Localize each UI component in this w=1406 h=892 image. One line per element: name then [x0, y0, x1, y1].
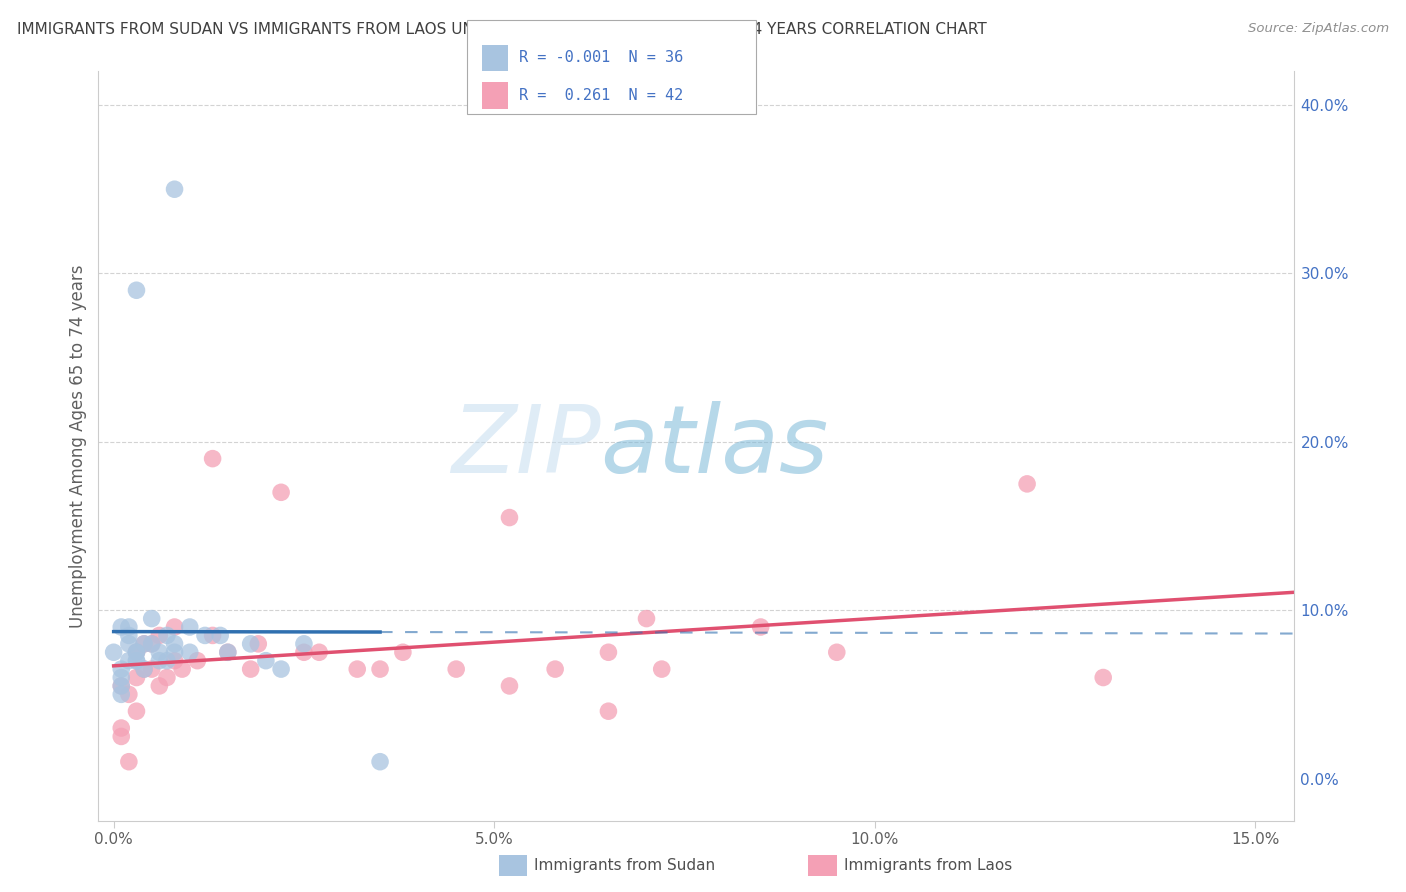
- Point: [392, 645, 415, 659]
- Text: Immigrants from Laos: Immigrants from Laos: [844, 858, 1012, 872]
- Point: [148, 654, 170, 668]
- Point: [156, 671, 179, 685]
- Point: [201, 628, 224, 642]
- Point: [254, 654, 277, 668]
- Point: [118, 654, 141, 668]
- Point: [125, 671, 148, 685]
- Point: [110, 620, 132, 634]
- Point: [132, 637, 155, 651]
- Point: [141, 637, 163, 651]
- Point: [132, 637, 155, 651]
- Point: [270, 485, 292, 500]
- Text: R =  0.261  N = 42: R = 0.261 N = 42: [519, 88, 683, 103]
- Point: [125, 704, 148, 718]
- Point: [217, 645, 239, 659]
- Point: [110, 721, 132, 735]
- Point: [103, 645, 125, 659]
- Text: IMMIGRANTS FROM SUDAN VS IMMIGRANTS FROM LAOS UNEMPLOYMENT AMONG AGES 65 TO 74 Y: IMMIGRANTS FROM SUDAN VS IMMIGRANTS FROM…: [17, 22, 987, 37]
- Point: [498, 679, 520, 693]
- Point: [179, 620, 201, 634]
- Point: [217, 645, 239, 659]
- Point: [118, 755, 141, 769]
- Text: atlas: atlas: [600, 401, 828, 491]
- Point: [1092, 671, 1115, 685]
- Point: [598, 645, 620, 659]
- Point: [163, 182, 186, 196]
- Point: [1017, 476, 1039, 491]
- Point: [110, 687, 132, 701]
- Point: [118, 637, 141, 651]
- Point: [186, 654, 208, 668]
- Point: [825, 645, 848, 659]
- Point: [172, 662, 194, 676]
- Point: [163, 637, 186, 651]
- Point: [292, 645, 315, 659]
- Point: [209, 628, 232, 642]
- Text: Source: ZipAtlas.com: Source: ZipAtlas.com: [1249, 22, 1389, 36]
- Point: [118, 687, 141, 701]
- Point: [118, 628, 141, 642]
- Point: [163, 620, 186, 634]
- Point: [141, 637, 163, 651]
- Point: [156, 654, 179, 668]
- Point: [148, 645, 170, 659]
- Point: [749, 620, 772, 634]
- Point: [125, 645, 148, 659]
- Point: [132, 662, 155, 676]
- Point: [498, 510, 520, 524]
- Point: [148, 679, 170, 693]
- Point: [444, 662, 467, 676]
- Point: [110, 662, 132, 676]
- Point: [346, 662, 368, 676]
- Point: [179, 645, 201, 659]
- Point: [110, 679, 132, 693]
- Point: [163, 645, 186, 659]
- Point: [110, 679, 132, 693]
- Point: [270, 662, 292, 676]
- Point: [141, 611, 163, 625]
- Point: [308, 645, 330, 659]
- Point: [636, 611, 658, 625]
- Point: [148, 628, 170, 642]
- Point: [292, 637, 315, 651]
- Point: [110, 730, 132, 744]
- Point: [125, 654, 148, 668]
- Point: [598, 704, 620, 718]
- Point: [125, 654, 148, 668]
- Point: [163, 654, 186, 668]
- Point: [544, 662, 567, 676]
- Point: [110, 671, 132, 685]
- Point: [239, 662, 262, 676]
- Y-axis label: Unemployment Among Ages 65 to 74 years: Unemployment Among Ages 65 to 74 years: [69, 264, 87, 628]
- Point: [125, 645, 148, 659]
- Point: [194, 628, 217, 642]
- Point: [125, 283, 148, 297]
- Point: [118, 620, 141, 634]
- Point: [368, 755, 391, 769]
- Text: Immigrants from Sudan: Immigrants from Sudan: [534, 858, 716, 872]
- Point: [247, 637, 270, 651]
- Point: [239, 637, 262, 651]
- Point: [368, 662, 391, 676]
- Point: [132, 662, 155, 676]
- Point: [651, 662, 673, 676]
- Text: ZIP: ZIP: [451, 401, 600, 491]
- Point: [141, 662, 163, 676]
- Point: [201, 451, 224, 466]
- Point: [125, 645, 148, 659]
- Point: [156, 628, 179, 642]
- Text: R = -0.001  N = 36: R = -0.001 N = 36: [519, 51, 683, 65]
